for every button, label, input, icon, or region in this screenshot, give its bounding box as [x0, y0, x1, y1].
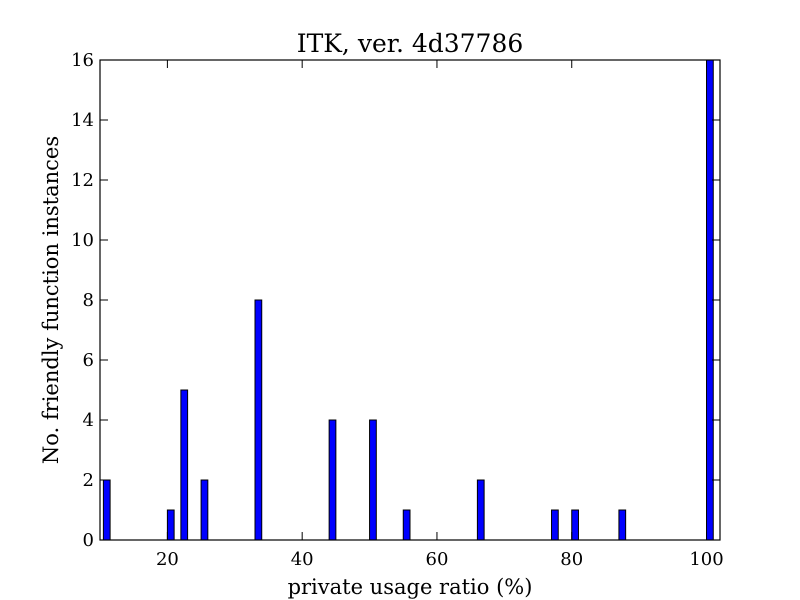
y-tick-label: 10 — [71, 230, 94, 251]
chart-title: ITK, ver. 4d37786 — [297, 29, 524, 58]
ticks-layer: 20 40 60 80 100 0 2 4 6 8 10 12 14 16 — [71, 50, 724, 570]
bar — [328, 419, 337, 541]
y-tick-label: 12 — [71, 170, 94, 191]
x-axis-label: private usage ratio (%) — [288, 575, 533, 599]
y-tick-label: 6 — [83, 350, 94, 371]
y-tick-label: 4 — [83, 410, 94, 431]
bar — [200, 479, 209, 541]
x-tick-label: 40 — [291, 549, 314, 570]
x-tick-label: 60 — [426, 549, 449, 570]
x-tick-label: 80 — [560, 549, 583, 570]
bars-layer — [102, 59, 714, 541]
y-tick-label: 8 — [83, 290, 94, 311]
bar — [180, 389, 189, 541]
bar — [402, 509, 411, 541]
bar — [102, 479, 111, 541]
y-tick-label: 2 — [83, 470, 94, 491]
bar — [571, 509, 579, 541]
bar — [476, 479, 485, 541]
x-tick-label: 20 — [156, 549, 179, 570]
plot-frame — [99, 59, 721, 541]
y-tick-label: 14 — [71, 110, 94, 131]
bar — [254, 299, 263, 541]
y-axis-label: No. friendly function instances — [39, 136, 63, 464]
bar — [369, 419, 377, 541]
bar — [551, 509, 559, 541]
y-tick-label: 0 — [83, 530, 94, 551]
y-tick-label: 16 — [71, 50, 94, 71]
bar — [618, 509, 627, 541]
bar — [166, 509, 175, 541]
x-tick-label: 100 — [689, 549, 723, 570]
